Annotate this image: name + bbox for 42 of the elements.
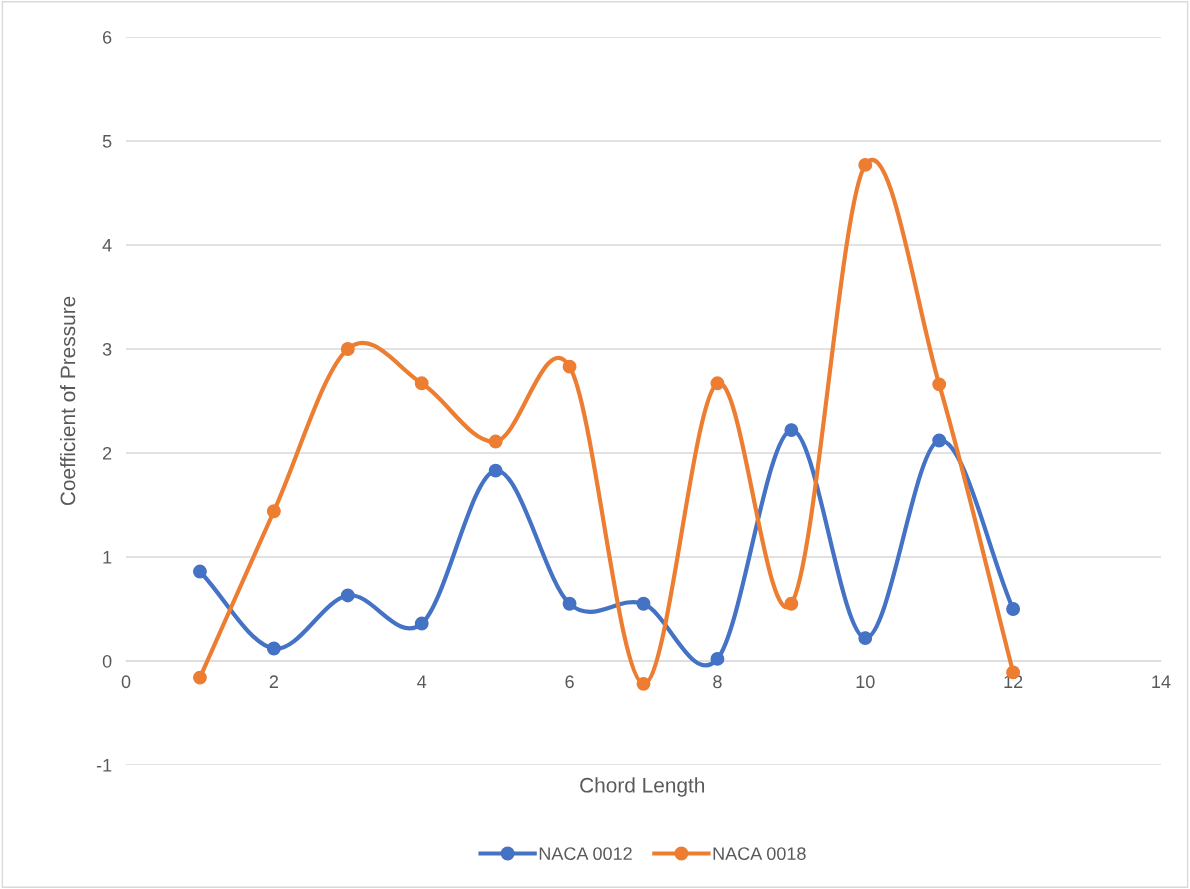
legend-label: NACA 0012 — [539, 847, 632, 861]
y-tick-label: 2 — [103, 446, 112, 460]
point — [193, 670, 207, 685]
point — [193, 564, 207, 579]
y-tick-label: -1 — [96, 759, 112, 772]
point — [636, 676, 651, 691]
point — [266, 504, 281, 519]
point — [266, 641, 281, 656]
point — [414, 616, 429, 631]
y-tick-label: 6 — [103, 30, 112, 44]
x-tick-label: 2 — [269, 675, 278, 688]
point — [710, 651, 725, 666]
point — [1006, 602, 1021, 616]
x-tick-label: 10 — [856, 675, 875, 689]
x-tick-label: 4 — [417, 675, 427, 688]
y-axis-title: Coefficient of Pressure — [59, 296, 76, 506]
y-tick-label: 3 — [102, 342, 112, 356]
point — [340, 342, 355, 356]
x-axis-title: Chord Length — [580, 777, 705, 797]
legend-label: NACA 0018 — [713, 847, 806, 861]
point — [340, 588, 355, 603]
point — [784, 423, 799, 438]
point — [932, 433, 947, 448]
y-tick-label: 0 — [102, 654, 112, 668]
point — [562, 359, 577, 374]
point — [488, 434, 503, 449]
x-tick-label: 8 — [713, 675, 722, 689]
x-tick-label: 0 — [121, 675, 131, 689]
point — [562, 596, 577, 611]
y-tick-label: 1 — [103, 551, 112, 564]
point — [858, 631, 873, 646]
point — [784, 596, 799, 611]
x-tick-label: 6 — [565, 675, 574, 689]
y-tick-label: 5 — [102, 135, 112, 148]
y-tick-label: 4 — [102, 239, 112, 252]
x-tick-label: 14 — [1152, 675, 1171, 688]
point — [932, 377, 947, 392]
point — [414, 376, 429, 391]
point — [710, 376, 725, 391]
point — [858, 157, 873, 172]
point — [636, 596, 651, 611]
point — [488, 463, 503, 478]
